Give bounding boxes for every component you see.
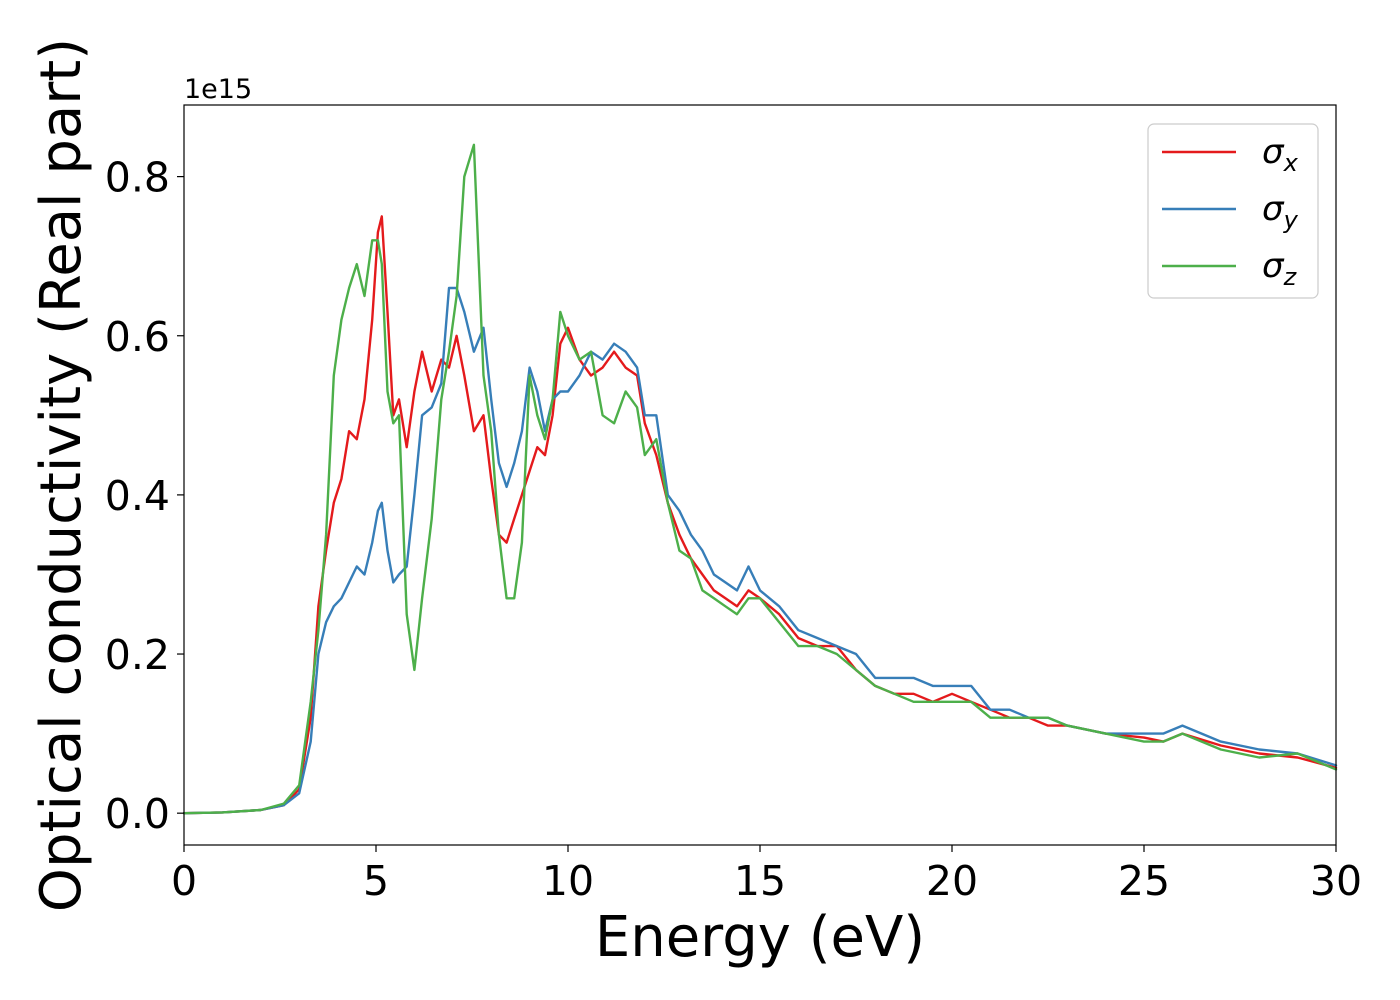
x-tick-label: 30 bbox=[1310, 857, 1362, 905]
x-tick-label: 10 bbox=[542, 857, 594, 905]
y-tick-label: 0.8 bbox=[105, 154, 170, 202]
series-layer bbox=[182, 143, 1338, 815]
x-tick-label: 15 bbox=[734, 857, 786, 905]
y-tick-label: 0.0 bbox=[105, 790, 170, 838]
x-axis-title: Energy (eV) bbox=[595, 905, 925, 970]
y-tick-label: 0.6 bbox=[105, 313, 170, 361]
y-tick-label: 0.2 bbox=[105, 631, 170, 679]
series-line-y bbox=[182, 286, 1338, 815]
series-line-z bbox=[182, 143, 1338, 815]
legend: σx σy σz bbox=[1147, 123, 1319, 299]
legend-label-z: σz bbox=[1262, 246, 1298, 291]
x-tick-label: 20 bbox=[926, 857, 978, 905]
x-axis-ticks: 0 5 10 15 20 25 30 bbox=[171, 845, 1362, 905]
x-tick-label: 5 bbox=[363, 857, 389, 905]
legend-label-y: σy bbox=[1262, 189, 1299, 234]
y-axis-title: Optical conductivity (Real part) bbox=[29, 38, 94, 912]
legend-box bbox=[1147, 123, 1319, 299]
y-tick-label: 0.4 bbox=[105, 472, 170, 520]
series-line-x bbox=[182, 215, 1338, 815]
x-tick-label: 0 bbox=[171, 857, 197, 905]
y-offset-label: 1e15 bbox=[184, 74, 252, 105]
legend-label-x: σx bbox=[1262, 132, 1299, 177]
x-tick-label: 25 bbox=[1118, 857, 1170, 905]
y-axis-ticks: 0.0 0.2 0.4 0.6 0.8 bbox=[105, 154, 184, 838]
